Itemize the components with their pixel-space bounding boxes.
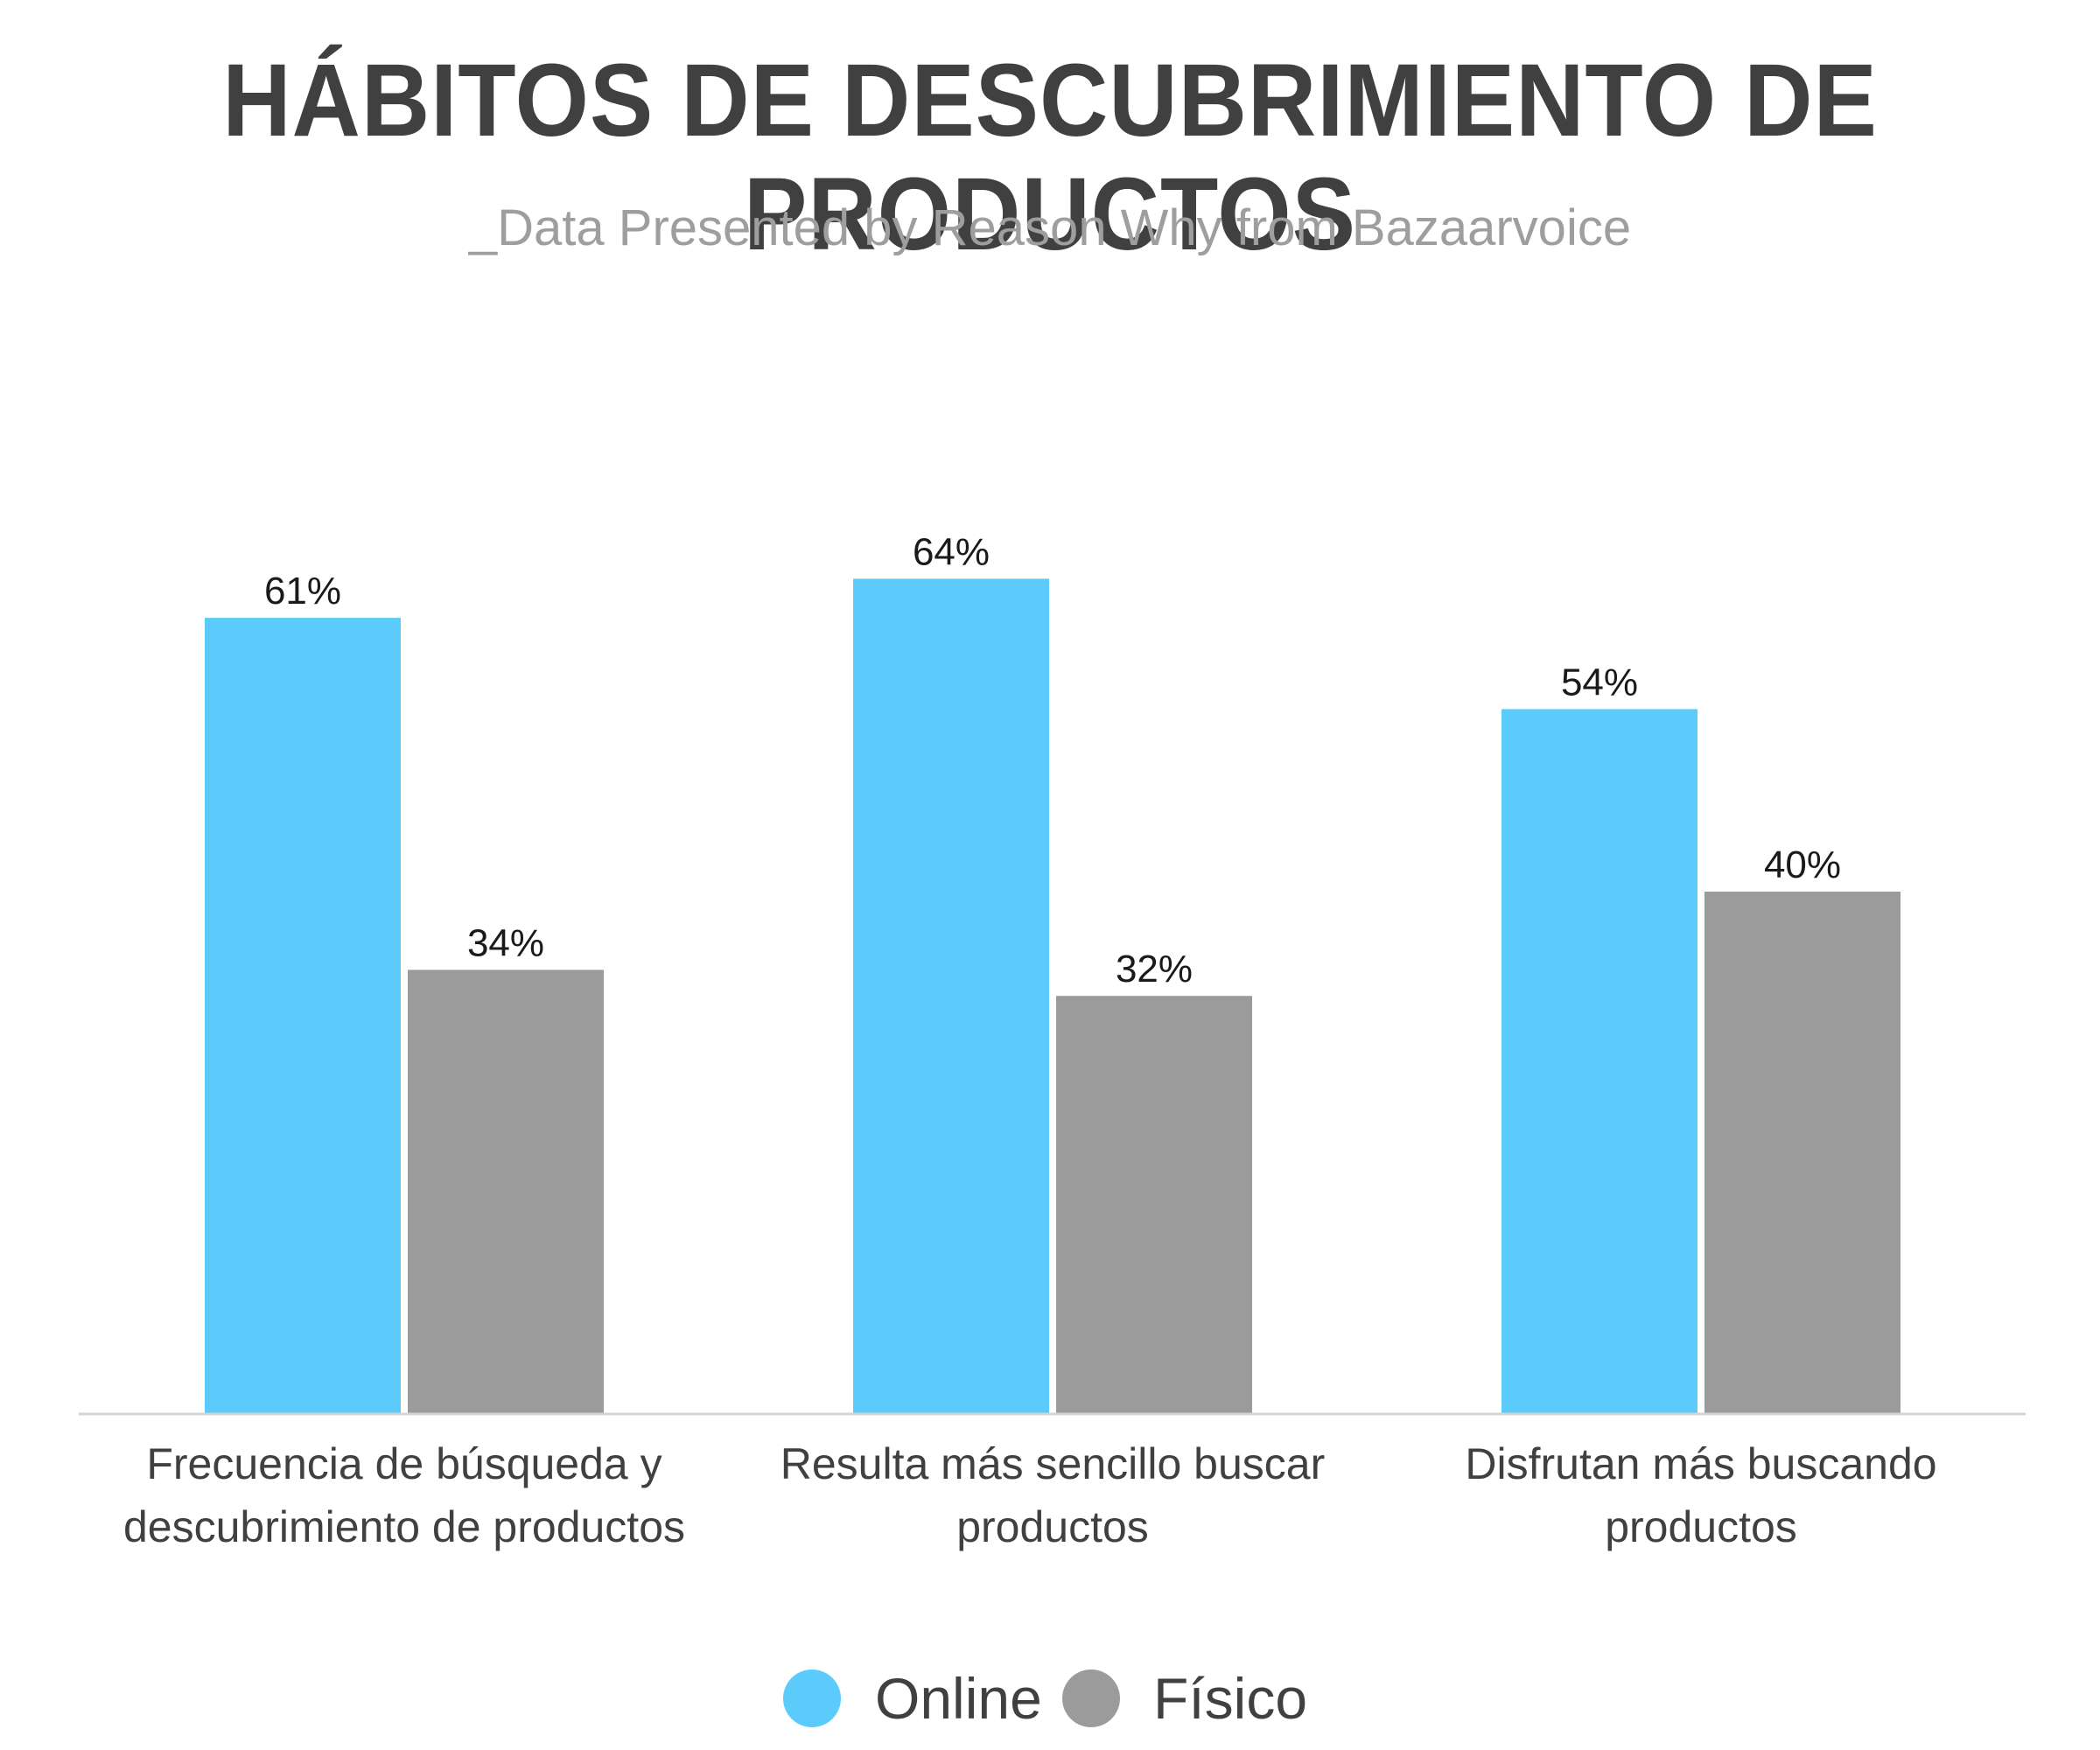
category-labels: Frecuencia de búsqueda y descubrimiento d… <box>123 1439 1937 1551</box>
data-label-fsico-enjoy: 40% <box>1764 844 1841 886</box>
legend-swatch-fsico <box>1062 1670 1120 1727</box>
bar-online-easier <box>853 578 1049 1413</box>
chart-subtitle: _Data Presented by Reason Why from Bazaa… <box>468 200 1632 256</box>
legend-label-fsico: Físico <box>1153 1666 1307 1731</box>
data-label-online-easier: 64% <box>913 530 990 573</box>
category-label-line: descubrimiento de productos <box>123 1502 685 1551</box>
data-label-fsico-frequency: 34% <box>467 921 544 964</box>
bar-fsico-enjoy <box>1704 892 1900 1413</box>
chart-title: HÁBITOS DE DESCUBRIMIENTO DE PRODUCTOS <box>222 43 1878 272</box>
category-label-line: productos <box>956 1502 1149 1551</box>
category-label-frequency: Frecuencia de búsqueda y descubrimiento d… <box>123 1439 685 1551</box>
data-label-online-frequency: 61% <box>264 570 341 612</box>
bar-fsico-frequency <box>408 970 604 1413</box>
bar-online-frequency <box>205 618 401 1413</box>
category-label-line: Resulta más sencillo buscar <box>780 1439 1326 1488</box>
category-label-enjoy: Disfrutan más buscando productos <box>1465 1439 1936 1551</box>
legend-swatch-online <box>783 1670 841 1727</box>
legend-label-online: Online <box>875 1666 1042 1731</box>
category-label-line: Frecuencia de búsqueda y <box>146 1439 662 1488</box>
legend: Online Físico <box>783 1666 1307 1731</box>
bar-fsico-easier <box>1056 996 1252 1413</box>
data-label-fsico-easier: 32% <box>1116 948 1193 990</box>
category-label-easier: Resulta más sencillo buscar productos <box>780 1439 1326 1551</box>
bar-online-enjoy <box>1502 709 1698 1413</box>
data-label-online-enjoy: 54% <box>1561 661 1638 704</box>
bars-layer: 61% 34% 64% 32% 54% 40% <box>205 530 1900 1413</box>
category-label-line: productos <box>1605 1502 1797 1551</box>
category-label-line: Disfrutan más buscando <box>1465 1439 1936 1488</box>
